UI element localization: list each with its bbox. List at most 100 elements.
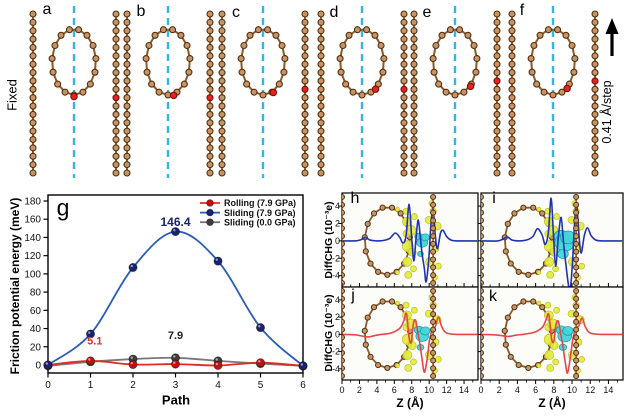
ring-atom (554, 26, 562, 34)
series-marker (128, 263, 138, 273)
y-tick-label: 2 (335, 312, 340, 322)
y-tick-label: 4 (335, 201, 340, 211)
chain-atom (218, 69, 226, 77)
chain-atom (493, 161, 501, 169)
chain-atom (573, 217, 580, 224)
chain-atom (112, 127, 120, 135)
y-tick-label: 4 (335, 295, 340, 305)
chain-atom (493, 169, 501, 177)
ring-atom (185, 68, 193, 76)
chain-atom (481, 365, 484, 372)
g-y-axis-label: Friction potential energy (meV) (8, 197, 22, 375)
chain-atom (410, 94, 418, 102)
chain-atom (493, 85, 501, 93)
chain-atom (218, 77, 226, 85)
chain-atom (481, 295, 484, 302)
chain-atom (410, 110, 418, 118)
chain-atom (301, 152, 309, 160)
ring-atom (246, 31, 254, 39)
chain-atom (206, 119, 214, 127)
series-marker (128, 360, 138, 370)
chain-atom (218, 85, 226, 93)
chain-atom (301, 52, 309, 60)
chain-atom (301, 35, 309, 43)
x-tick-label: 2 (497, 385, 502, 395)
charge-blob-cyan (420, 326, 431, 336)
y-tick-label: -2 (332, 347, 340, 357)
diffchg-curve-k (481, 312, 623, 374)
ring-atom (61, 88, 69, 96)
chain-atom (206, 52, 214, 60)
panel-label-i: i (492, 190, 496, 207)
ring-atom (384, 271, 391, 278)
chain-atom (573, 201, 580, 208)
marker-highlight (130, 361, 133, 365)
chain-atom (400, 127, 408, 135)
chain-atom (342, 272, 345, 279)
ring-atom (370, 210, 378, 217)
chain-atom (591, 35, 599, 43)
y-tick-label: 60 (30, 306, 42, 317)
chain-atom (493, 127, 501, 135)
marker-highlight (215, 362, 218, 366)
ring-atom (446, 26, 454, 34)
chain-atom (218, 27, 226, 35)
chain-atom (400, 77, 408, 85)
chain-atom (481, 256, 484, 263)
marker-highlight (215, 258, 218, 261)
chain-atom (317, 94, 325, 102)
chain-atom (481, 280, 484, 286)
ring-atom (504, 220, 511, 227)
ring-atom (367, 353, 374, 360)
chain-atom (430, 342, 437, 349)
chain-atom (508, 127, 516, 135)
y-tick-label: 20 (30, 342, 42, 353)
chain-atom (493, 27, 501, 35)
ring-atom (278, 41, 286, 50)
ring-red-atom (371, 85, 380, 93)
chain-atom (342, 201, 345, 208)
chain-atom (123, 43, 131, 52)
chain-atom (493, 144, 501, 152)
chain-atom (410, 135, 418, 144)
chain-atom (493, 35, 501, 43)
chain-atom (573, 326, 580, 333)
ring-atom (143, 68, 151, 76)
chain-atom (112, 77, 120, 85)
ring-atom (377, 41, 385, 50)
ring-atom (533, 80, 541, 88)
g-x-axis-label: Path (161, 392, 191, 408)
chain-atom (301, 161, 309, 169)
fixed-label: Fixed (4, 79, 20, 111)
ring-atom (89, 41, 97, 50)
x-tick-label: 0 (478, 385, 483, 395)
panel-label-d: d (329, 4, 339, 21)
ring-atom (442, 88, 450, 96)
chain-atom (342, 240, 345, 247)
marker-highlight (45, 362, 48, 365)
x-tick-label: 14 (603, 385, 613, 395)
x-tick-label: 0 (45, 380, 51, 391)
chain-atom (317, 69, 325, 77)
ring-atom (397, 210, 404, 217)
chain-atom (342, 295, 345, 302)
chain-atom (206, 161, 214, 169)
charge-blob-yellow (578, 262, 585, 270)
x-tick-label: 4 (215, 380, 221, 391)
ring-atom (358, 91, 366, 99)
ring-atom (264, 26, 272, 34)
chain-atom (317, 161, 325, 169)
panel-label-b: b (136, 3, 146, 20)
chain-atom (218, 119, 226, 127)
chain-atom (29, 77, 37, 85)
charge-blob-yellow (434, 355, 442, 363)
x-tick-label: 4 (374, 385, 379, 395)
chain-atom (123, 119, 131, 127)
chain-atom (29, 85, 37, 93)
y-tick-label: -4 (332, 271, 340, 281)
chain-atom (430, 264, 437, 271)
marker-highlight (173, 229, 176, 232)
ring-atom (361, 327, 368, 334)
ring-atom (155, 88, 163, 96)
ring-atom (544, 26, 552, 34)
